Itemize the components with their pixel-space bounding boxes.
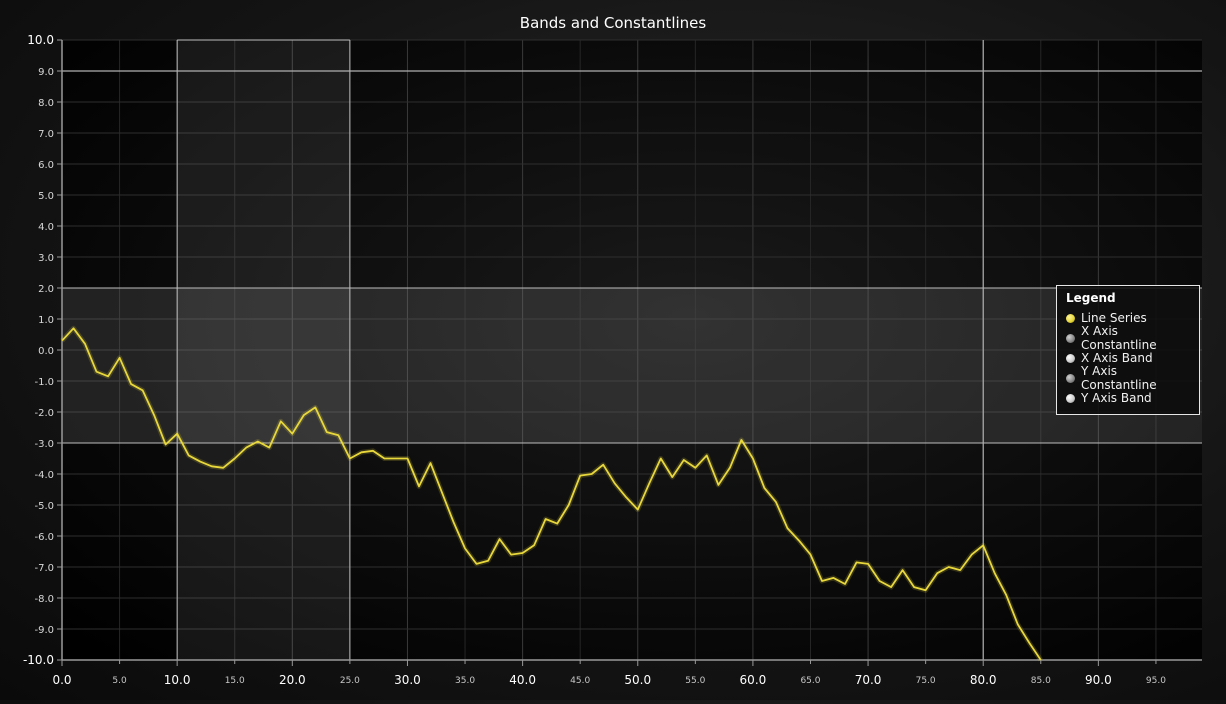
- y-tick-label: 8.0: [38, 98, 54, 109]
- legend-dot-icon: [1066, 353, 1075, 363]
- legend-title: Legend: [1066, 291, 1116, 305]
- legend-label: Y Axis Band: [1081, 391, 1152, 405]
- y-tick-label: -3.0: [34, 439, 54, 450]
- legend-dot-icon: [1066, 373, 1075, 383]
- legend-label: X Axis Constantline: [1081, 324, 1157, 352]
- x-minor-tick-label: 35.0: [455, 676, 475, 686]
- y-tick-label: 0.0: [38, 346, 54, 357]
- y-tick-label: 4.0: [38, 222, 54, 233]
- x-tick-label: 40.0: [509, 673, 536, 687]
- x-tick-label: 90.0: [1085, 673, 1112, 687]
- x-minor-tick-label: 45.0: [570, 676, 590, 686]
- y-tick-label: -6.0: [34, 532, 54, 543]
- y-tick-label: 7.0: [38, 129, 54, 140]
- y-tick-label: -4.0: [34, 470, 54, 481]
- x-minor-tick-label: 5.0: [112, 676, 127, 686]
- legend-item-x-axis-constantline[interactable]: X Axis Constantline: [1066, 324, 1191, 352]
- x-tick-label: 70.0: [855, 673, 882, 687]
- y-axis-band: [62, 288, 1202, 443]
- y-tick-label: 5.0: [38, 191, 54, 202]
- legend-item-y-axis-band[interactable]: Y Axis Band: [1066, 388, 1191, 408]
- x-minor-tick-label: 75.0: [916, 676, 936, 686]
- y-tick-label: 10.0: [27, 33, 54, 47]
- x-tick-label: 10.0: [164, 673, 191, 687]
- bands: [62, 39, 1202, 660]
- x-minor-tick-label: 55.0: [685, 676, 705, 686]
- series: [60, 325, 1043, 662]
- y-tick-label: -10.0: [23, 653, 54, 667]
- x-tick-label: 0.0: [52, 673, 71, 687]
- x-tick-label: 80.0: [970, 673, 997, 687]
- y-tick-label: 6.0: [38, 160, 54, 171]
- x-axis-band: [177, 40, 350, 660]
- y-tick-label: 2.0: [38, 284, 54, 295]
- legend-dot-icon: [1066, 313, 1075, 323]
- y-tick-label: -2.0: [34, 408, 54, 419]
- legend-dot-icon: [1066, 393, 1075, 403]
- y-tick-label: -9.0: [34, 625, 54, 636]
- x-minor-tick-label: 15.0: [225, 676, 245, 686]
- legend-label: Y Axis Constantline: [1081, 364, 1157, 392]
- x-minor-tick-label: 95.0: [1146, 676, 1166, 686]
- y-tick-label: -8.0: [34, 594, 54, 605]
- legend[interactable]: Legend Line Series X Axis Constantline X…: [1056, 285, 1200, 415]
- x-minor-tick-label: 65.0: [800, 676, 820, 686]
- x-tick-label: 60.0: [740, 673, 767, 687]
- legend-label: Line Series: [1081, 311, 1147, 325]
- x-minor-tick-label: 85.0: [1031, 676, 1051, 686]
- axes: 10.0 9.0 8.0 7.0 6.0 5.0 4.0 3.0 2.0 1.0 0.0 -1.0 -2…: [23, 33, 1202, 687]
- y-tick-label: -1.0: [34, 377, 54, 388]
- legend-item-line-series[interactable]: Line Series: [1066, 308, 1191, 328]
- y-tick-label: 9.0: [38, 67, 54, 78]
- chart-title: Bands and Constantlines: [520, 14, 707, 32]
- series-line: [61, 327, 1042, 661]
- legend-label: X Axis Band: [1081, 351, 1153, 365]
- y-tick-label: -5.0: [34, 501, 54, 512]
- x-tick-label: 30.0: [394, 673, 421, 687]
- legend-item-x-axis-band[interactable]: X Axis Band: [1066, 348, 1191, 368]
- legend-dot-icon: [1066, 333, 1075, 343]
- y-tick-label: -7.0: [34, 563, 54, 574]
- legend-item-y-axis-constantline[interactable]: Y Axis Constantline: [1066, 364, 1191, 392]
- y-tick-label: 1.0: [38, 315, 54, 326]
- x-tick-label: 20.0: [279, 673, 306, 687]
- y-tick-label: 3.0: [38, 253, 54, 264]
- x-minor-tick-label: 25.0: [340, 676, 360, 686]
- x-tick-label: 50.0: [624, 673, 651, 687]
